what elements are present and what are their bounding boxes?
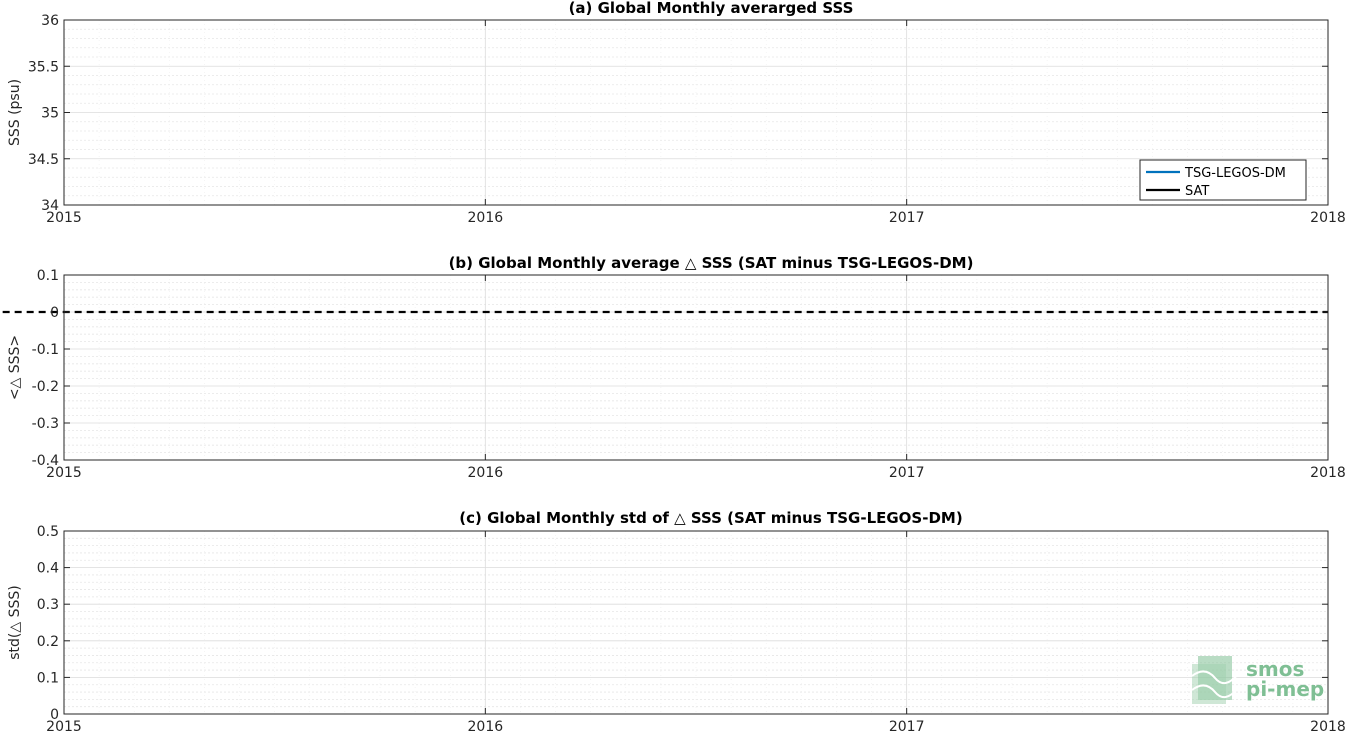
axes-frame: [63, 530, 1329, 715]
x-tick-label: 2018: [1310, 719, 1346, 735]
smos-pi-mep-logo: smos pi-mep: [1191, 656, 1324, 704]
x-tick-label: 2017: [889, 210, 925, 226]
chart-panel-3: 0 0.1 0.2 0.3 0.4 0.5 2015 2016 2017 2018 (c) Glob…: [7, 509, 1346, 735]
x-tick-label: 2015: [46, 719, 82, 735]
y-tick-label: 0.4: [37, 561, 59, 577]
x-tick-label: 2017: [889, 719, 925, 735]
y-tick-label: 35: [41, 106, 59, 122]
legend-box: [1139, 159, 1307, 201]
logo-emblem-icon: [1191, 656, 1239, 704]
x-tick-label: 2017: [889, 465, 925, 481]
y-tick-label: 0.1: [37, 268, 59, 284]
x-tick-label: 2016: [468, 210, 504, 226]
y-tick-label: -0.4: [32, 453, 59, 469]
x-tick-label: 2015: [46, 465, 82, 481]
axes-frame: [63, 274, 1329, 461]
y-tick-label: 36: [41, 13, 59, 29]
y-tick-label: -0.1: [32, 342, 59, 358]
legend-label: TSG-LEGOS-DM: [1184, 166, 1286, 181]
y-tick-label: 0.5: [37, 524, 59, 540]
y-tick-label: 0: [50, 305, 59, 321]
y-tick-label: -0.3: [32, 416, 59, 432]
legend: TSG-LEGOS-DM SAT: [1139, 159, 1307, 201]
chart-panel-1: 34 34.5 35 35.5 36 2015 2016 2017 2018 (a) Global…: [7, 0, 1346, 226]
y-tick-label: 35.5: [28, 59, 59, 75]
x-tick-label: 2018: [1310, 210, 1346, 226]
y-tick-label: -0.2: [32, 379, 59, 395]
y-axis-label: <△ SSS>: [7, 335, 23, 400]
y-tick-label: 0.1: [37, 670, 59, 686]
x-tick-label: 2016: [468, 719, 504, 735]
x-tick-label: 2018: [1310, 465, 1346, 481]
logo-line1: smos: [1246, 657, 1304, 681]
y-axis-label: SSS (psu): [7, 79, 23, 146]
chart-title: (c) Global Monthly std of △ SSS (SAT min…: [459, 509, 962, 527]
x-tick-label: 2016: [468, 465, 504, 481]
chart-title: (b) Global Monthly average △ SSS (SAT mi…: [449, 254, 974, 272]
chart-title: (a) Global Monthly averarged SSS: [569, 0, 854, 17]
plot-area: [64, 531, 1328, 714]
legend-label: SAT: [1185, 184, 1209, 199]
y-tick-label: 0: [50, 707, 59, 723]
y-tick-label: 0.2: [37, 634, 59, 650]
y-tick-label: 34.5: [28, 152, 59, 168]
y-tick-label: 34: [41, 198, 59, 214]
x-tick-label: 2015: [46, 210, 82, 226]
y-tick-label: 0.3: [37, 597, 59, 613]
chart-panel-2: -0.4 -0.3 -0.2 -0.1 0 0.1 2015 2016 2017 2018 (b) …: [0, 254, 1346, 481]
logo-line2: pi-mep: [1246, 677, 1324, 701]
y-axis-label: std(△ SSS): [7, 585, 23, 659]
